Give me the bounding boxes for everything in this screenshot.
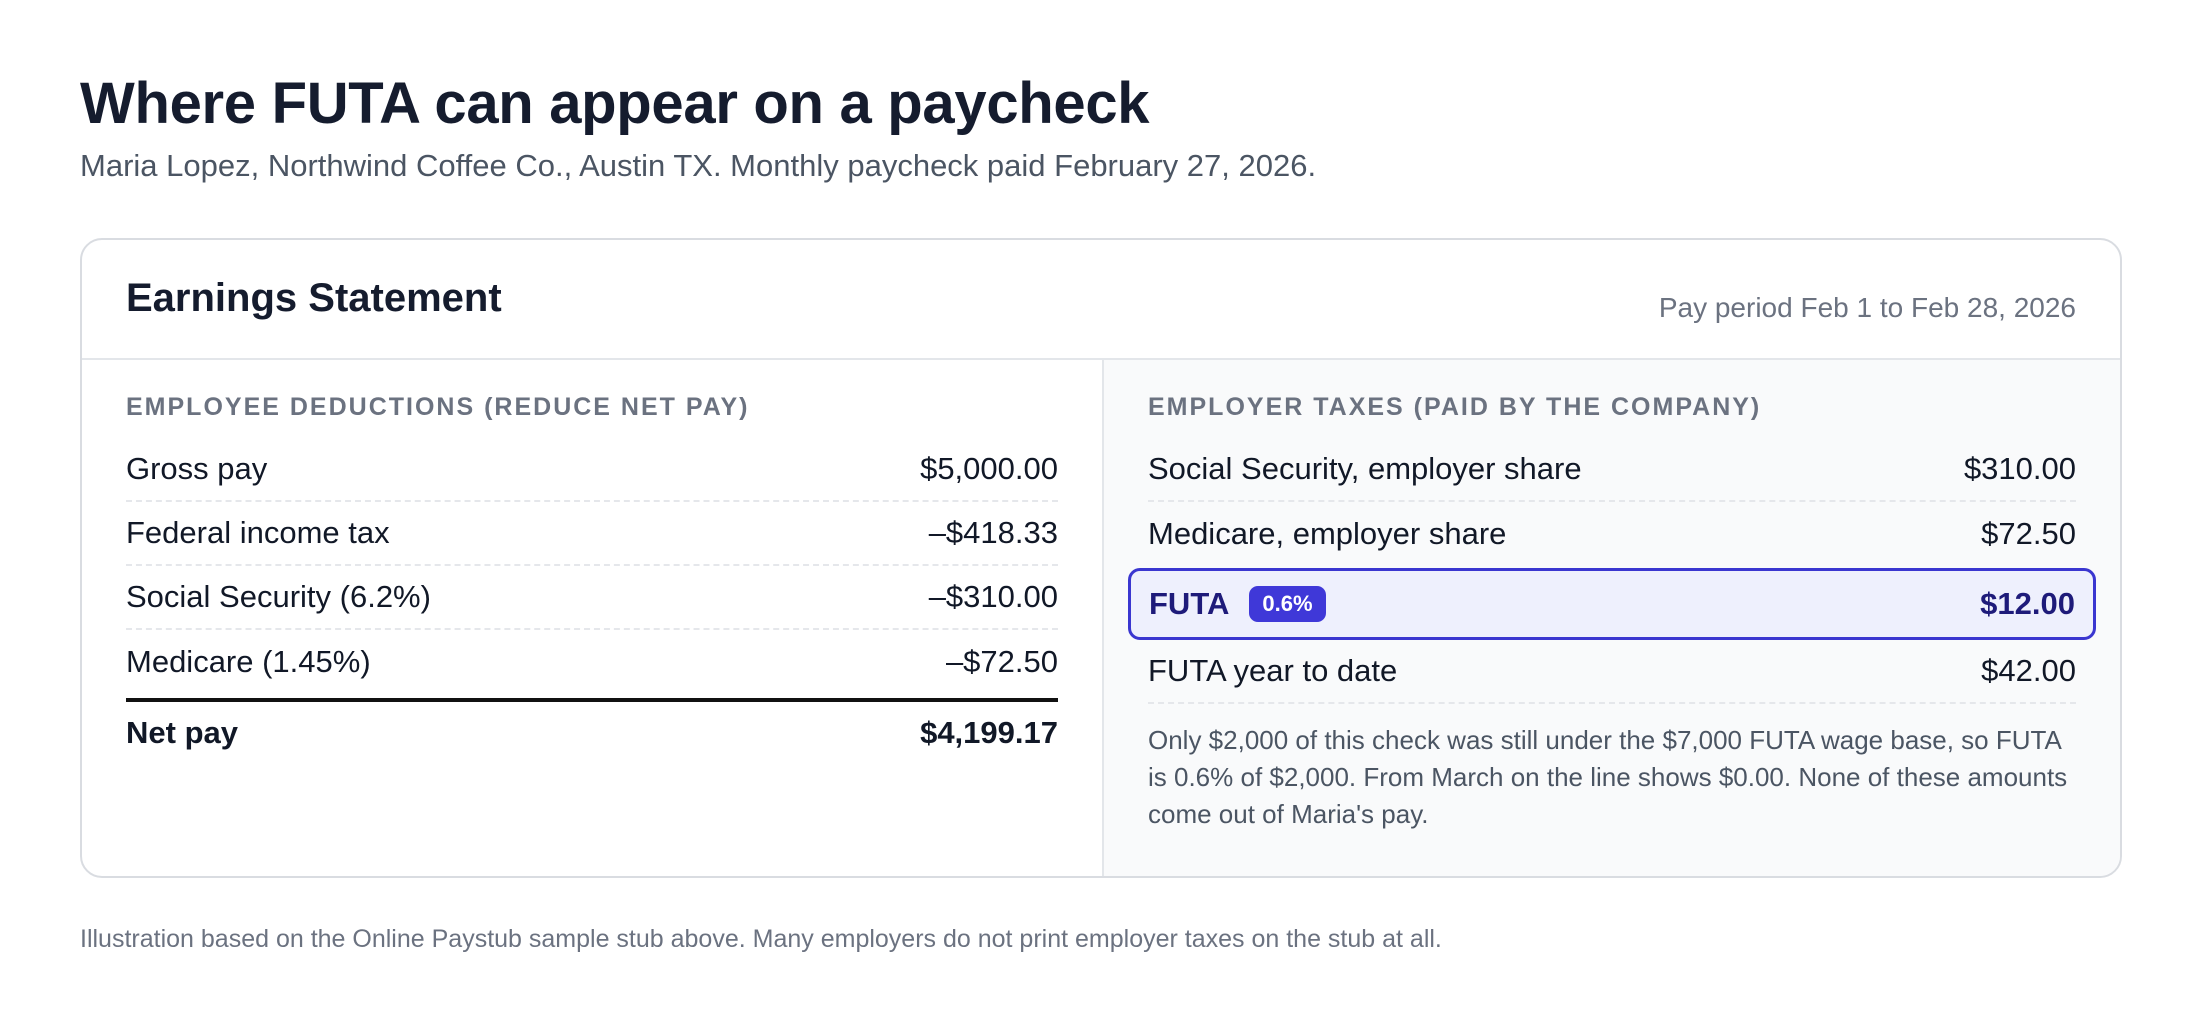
row-label: Federal income tax: [126, 515, 390, 550]
futa-explanation-note: Only $2,000 of this check was still unde…: [1148, 725, 2068, 829]
row-label: Medicare, employer share: [1148, 516, 1507, 551]
employee-deductions-heading: EMPLOYEE DEDUCTIONS (REDUCE NET PAY): [126, 393, 750, 421]
row-value: $42.00: [1981, 653, 2076, 688]
row-label: FUTA year to date: [1148, 653, 1398, 688]
futa-ytd-row: FUTA year to date $42.00: [1148, 640, 2076, 704]
row-value: $5,000.00: [920, 451, 1058, 486]
row-label: Social Security, employer share: [1148, 451, 1582, 486]
row-value: –$310.00: [928, 579, 1058, 614]
table-row: Social Security, employer share $310.00: [1148, 438, 2076, 502]
table-row: Gross pay $5,000.00: [126, 438, 1058, 502]
page-title: Where FUTA can appear on a paycheck: [80, 71, 1150, 136]
table-row: Medicare (1.45%) –$72.50: [126, 630, 1058, 694]
futa-highlight-row: FUTA 0.6% $12.00: [1128, 568, 2096, 640]
futa-label: FUTA: [1149, 586, 1230, 621]
employee-deductions-column: EMPLOYEE DEDUCTIONS (REDUCE NET PAY) Gro…: [82, 360, 1104, 876]
earnings-statement-card: Earnings Statement Pay period Feb 1 to F…: [80, 238, 2122, 878]
card-header: Earnings Statement Pay period Feb 1 to F…: [82, 240, 2120, 360]
net-pay-row: Net pay $4,199.17: [126, 698, 1058, 764]
table-row: Medicare, employer share $72.50: [1148, 502, 2076, 566]
row-label: Medicare (1.45%): [126, 644, 371, 679]
row-value: $72.50: [1981, 516, 2076, 551]
employer-taxes-column: EMPLOYER TAXES (PAID BY THE COMPANY) Soc…: [1104, 360, 2120, 876]
row-value: –$72.50: [945, 644, 1058, 679]
futa-rate-badge: 0.6%: [1249, 586, 1326, 622]
page: Where FUTA can appear on a paycheck Mari…: [80, 68, 2122, 956]
statement-title: Earnings Statement: [126, 276, 502, 320]
net-pay-value: $4,199.17: [920, 715, 1058, 750]
futa-label-group: FUTA 0.6%: [1149, 586, 1326, 622]
net-pay-label: Net pay: [126, 715, 238, 750]
pay-period: Pay period Feb 1 to Feb 28, 2026: [1658, 292, 2076, 323]
footnote: Illustration based on the Online Paystub…: [80, 925, 1442, 953]
page-subtitle: Maria Lopez, Northwind Coffee Co., Austi…: [80, 148, 1317, 183]
card-body: EMPLOYEE DEDUCTIONS (REDUCE NET PAY) Gro…: [82, 360, 2120, 876]
row-value: –$418.33: [928, 515, 1058, 550]
row-label: Gross pay: [126, 451, 268, 486]
row-value: $310.00: [1963, 451, 2076, 486]
row-label: Social Security (6.2%): [126, 579, 431, 614]
futa-value: $12.00: [1980, 586, 2075, 621]
table-row: Social Security (6.2%) –$310.00: [126, 566, 1058, 630]
employer-taxes-heading: EMPLOYER TAXES (PAID BY THE COMPANY): [1148, 393, 1762, 421]
table-row: Federal income tax –$418.33: [126, 502, 1058, 566]
